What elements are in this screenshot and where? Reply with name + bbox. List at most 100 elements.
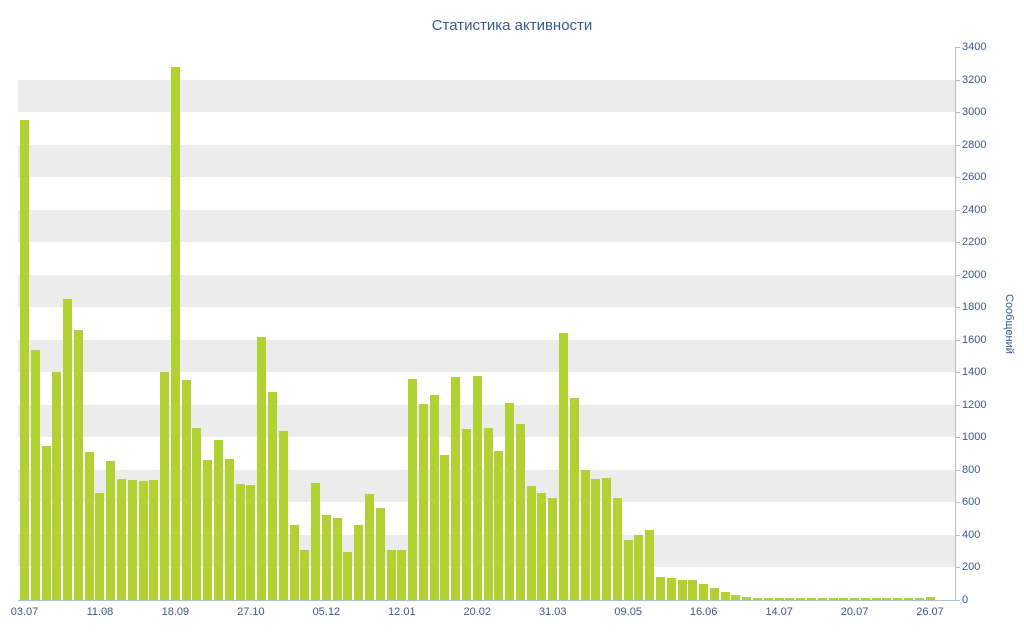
bar bbox=[785, 598, 795, 600]
bar bbox=[645, 530, 655, 600]
bar bbox=[763, 598, 773, 600]
y-tick-label: 600 bbox=[962, 496, 981, 509]
bar bbox=[440, 455, 450, 600]
y-tick-mark bbox=[956, 404, 960, 406]
bar bbox=[30, 349, 40, 600]
x-tick-label: 11.08 bbox=[86, 606, 114, 618]
bar bbox=[106, 460, 116, 600]
bar bbox=[397, 549, 407, 600]
y-tick-mark bbox=[956, 567, 960, 569]
bar bbox=[300, 549, 310, 600]
bar bbox=[386, 549, 396, 600]
bar bbox=[505, 403, 515, 600]
bar bbox=[612, 498, 622, 600]
y-tick-mark bbox=[956, 600, 960, 601]
bar bbox=[343, 552, 353, 600]
y-tick-mark bbox=[956, 437, 960, 439]
bar bbox=[289, 525, 299, 600]
bar bbox=[494, 451, 504, 600]
y-tick-mark bbox=[956, 242, 960, 244]
bar bbox=[709, 587, 719, 600]
bar bbox=[20, 120, 29, 600]
bar bbox=[817, 598, 827, 600]
bar bbox=[666, 578, 676, 600]
bar bbox=[699, 583, 709, 600]
bar bbox=[548, 497, 558, 600]
x-tick-label: 27.10 bbox=[237, 606, 265, 618]
x-tick-label: 20.02 bbox=[463, 606, 492, 618]
bar bbox=[656, 577, 666, 600]
bar bbox=[882, 598, 892, 600]
bar bbox=[354, 525, 364, 600]
y-tick-label: 2400 bbox=[962, 203, 987, 216]
bar bbox=[925, 596, 935, 600]
bar bbox=[192, 427, 202, 600]
y-tick-mark bbox=[956, 112, 960, 114]
y-tick-mark bbox=[956, 177, 960, 179]
x-tick-label: 09.05 bbox=[614, 606, 642, 618]
x-tick-label: 14.07 bbox=[765, 606, 793, 618]
bar bbox=[634, 534, 644, 600]
bar bbox=[850, 598, 860, 600]
y-tick-mark bbox=[956, 339, 960, 341]
bar bbox=[149, 479, 159, 600]
bar bbox=[63, 299, 73, 600]
x-tick-label: 05.12 bbox=[312, 606, 341, 618]
bar bbox=[181, 380, 191, 600]
y-tick-mark bbox=[956, 372, 960, 374]
x-tick-label: 20.07 bbox=[840, 606, 869, 618]
bar bbox=[914, 598, 924, 600]
bar bbox=[41, 445, 51, 600]
y-tick-label: 1000 bbox=[962, 431, 987, 444]
bar bbox=[774, 598, 784, 600]
y-tick-label: 1600 bbox=[962, 333, 987, 346]
x-axis-line bbox=[18, 600, 956, 601]
bar bbox=[375, 508, 385, 600]
y-tick-mark bbox=[956, 144, 960, 146]
bar bbox=[828, 597, 838, 600]
bar bbox=[311, 482, 321, 600]
y-tick-label: 200 bbox=[962, 561, 981, 574]
bar bbox=[224, 459, 234, 600]
bar bbox=[753, 597, 763, 600]
bar bbox=[720, 591, 730, 600]
bar bbox=[796, 597, 806, 600]
y-tick-label: 2600 bbox=[962, 171, 987, 184]
bar bbox=[591, 478, 601, 600]
bar bbox=[95, 492, 105, 600]
bar bbox=[483, 427, 493, 600]
x-tick-label: 16.06 bbox=[689, 606, 718, 618]
bar bbox=[429, 395, 439, 600]
y-tick-label: 3200 bbox=[962, 73, 987, 86]
bar bbox=[602, 478, 612, 600]
bar bbox=[731, 595, 741, 600]
y-axis-line bbox=[955, 47, 956, 601]
bar bbox=[278, 430, 288, 600]
y-tick-label: 0 bbox=[962, 594, 969, 606]
bar bbox=[472, 375, 482, 600]
bar bbox=[332, 517, 342, 600]
y-tick-mark bbox=[956, 469, 960, 471]
y-tick-mark bbox=[956, 502, 960, 504]
bar bbox=[117, 478, 127, 600]
y-tick-mark bbox=[956, 534, 960, 536]
y-tick-mark bbox=[956, 307, 960, 309]
bar bbox=[526, 486, 536, 600]
bar bbox=[52, 372, 62, 600]
bar bbox=[84, 452, 94, 600]
y-axis-title: Сообщений bbox=[1003, 293, 1015, 354]
bar bbox=[418, 404, 428, 600]
bars-layer bbox=[18, 47, 955, 600]
bar bbox=[860, 597, 870, 600]
bar bbox=[235, 483, 245, 600]
y-tick-mark bbox=[956, 79, 960, 81]
bar bbox=[321, 515, 331, 600]
y-tick-mark bbox=[956, 47, 960, 48]
bar bbox=[559, 333, 568, 600]
bar bbox=[461, 429, 471, 600]
plot-area bbox=[18, 47, 955, 600]
bar bbox=[127, 480, 137, 600]
y-tick-label: 800 bbox=[962, 463, 981, 476]
bar bbox=[903, 597, 913, 600]
